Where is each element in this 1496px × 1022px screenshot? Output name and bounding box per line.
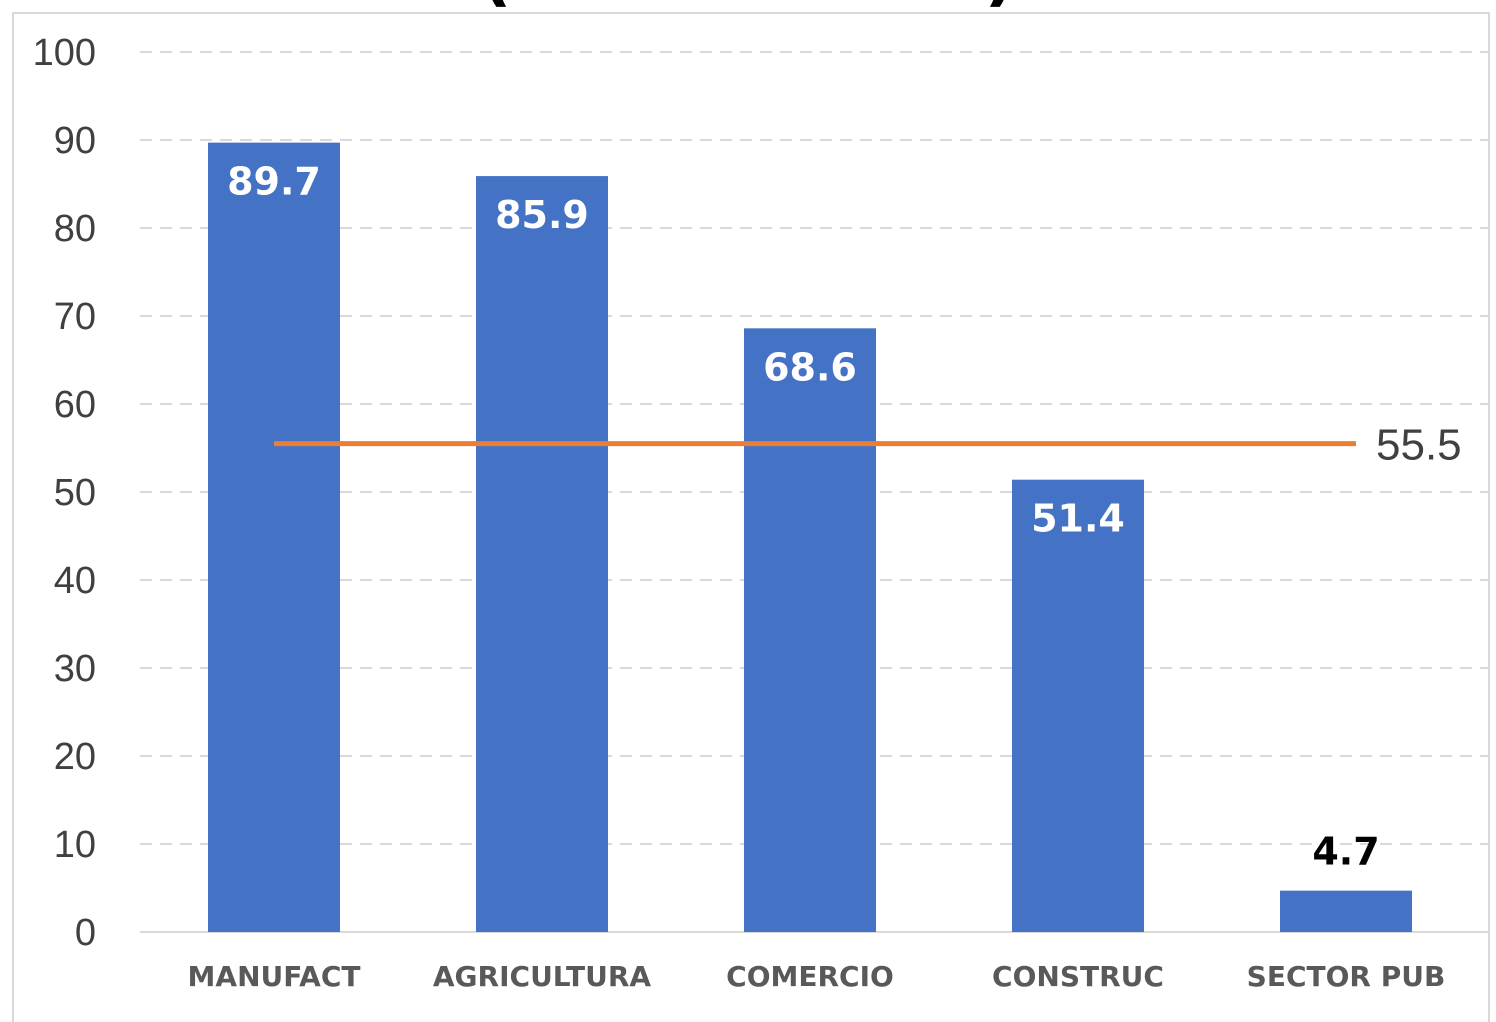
bar <box>1280 890 1412 932</box>
y-tick-label: 0 <box>75 912 96 954</box>
bar <box>744 328 876 932</box>
data-label: 4.7 <box>1312 830 1379 874</box>
y-axis: 0 10 20 30 40 50 60 70 80 90 100 <box>33 32 96 954</box>
chart-title: (ENERO 2021) <box>0 0 1496 10</box>
reference-line-label: 55.5 <box>1376 421 1462 470</box>
bar <box>476 176 608 932</box>
y-tick-label: 90 <box>54 120 96 162</box>
y-tick-label: 60 <box>54 384 96 426</box>
reference-line-group: 55.5 <box>274 421 1462 470</box>
x-tick-label: COMERCIO <box>726 960 894 993</box>
y-tick-label: 50 <box>54 472 96 514</box>
x-tick-label: CONSTRUC <box>992 960 1164 993</box>
y-tick-label: 30 <box>54 648 96 690</box>
y-tick-label: 10 <box>54 824 96 866</box>
data-label: 89.7 <box>227 160 321 204</box>
data-label: 51.4 <box>1031 497 1125 541</box>
bars: 89.7 85.9 68.6 51.4 4.7 <box>208 142 1412 932</box>
x-tick-label: AGRICULTURA <box>433 960 652 993</box>
bar <box>208 142 340 932</box>
y-tick-label: 40 <box>54 560 96 602</box>
gridlines <box>140 51 1490 933</box>
x-tick-label: SECTOR PUB <box>1247 960 1446 993</box>
bar <box>1012 479 1144 932</box>
data-label: 68.6 <box>763 345 857 389</box>
y-tick-label: 70 <box>54 296 96 338</box>
y-tick-label: 80 <box>54 208 96 250</box>
y-tick-label: 100 <box>33 32 96 74</box>
x-tick-label: MANUFACT <box>188 960 361 993</box>
data-label: 85.9 <box>495 193 589 237</box>
x-axis: MANUFACT AGRICULTURA COMERCIO CONSTRUC SECTO… <box>188 960 1446 993</box>
y-tick-label: 20 <box>54 736 96 778</box>
